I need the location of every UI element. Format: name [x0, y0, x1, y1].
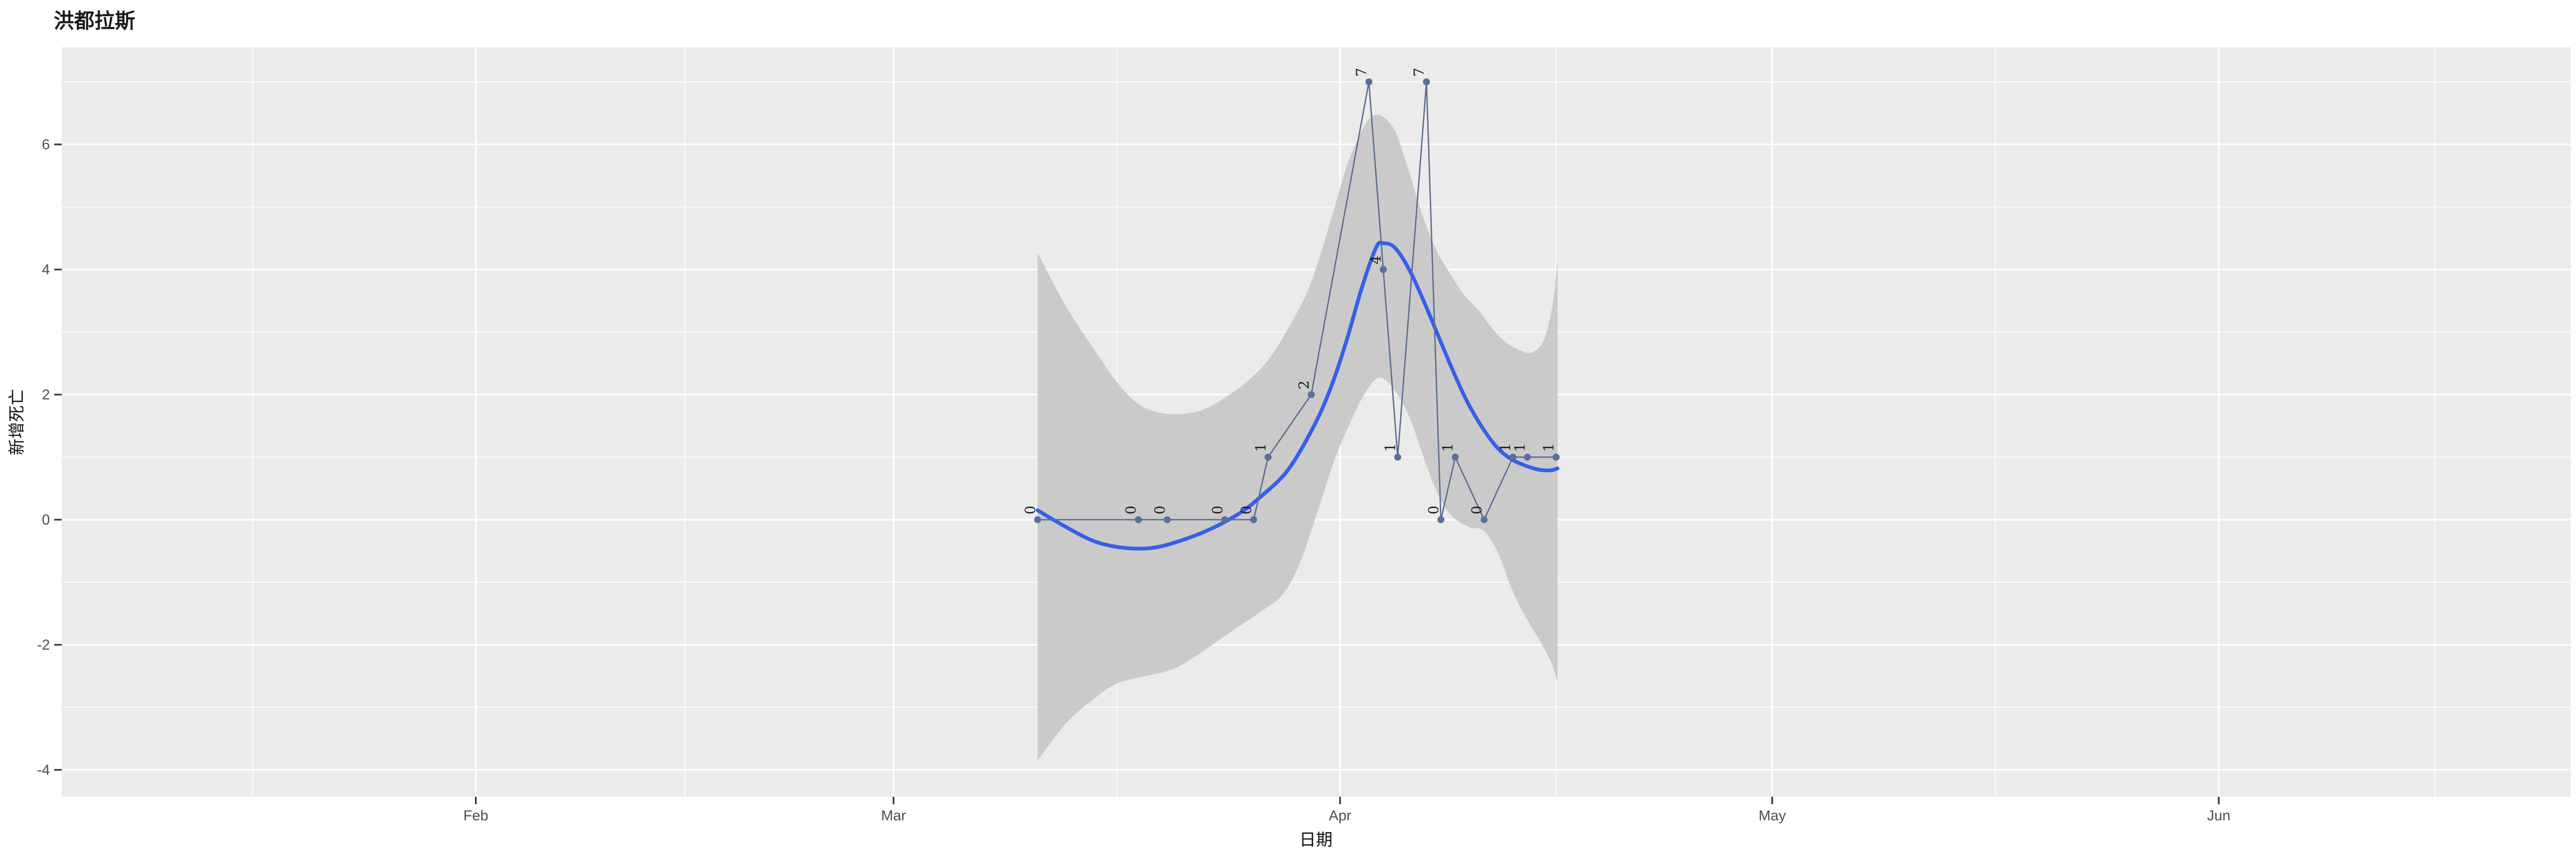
y-tick-label: 6	[42, 136, 50, 152]
data-point	[1307, 391, 1315, 398]
point-label: 1	[1440, 443, 1457, 452]
data-point	[1480, 516, 1488, 523]
data-point	[1135, 516, 1142, 523]
x-axis-title: 日期	[1299, 831, 1333, 849]
x-axis: Feb Mar Apr May Jun	[463, 797, 2230, 824]
data-point	[1221, 516, 1228, 523]
data-point	[1524, 454, 1531, 461]
y-axis: 6 4 2 0 -2 -4	[37, 136, 62, 778]
y-tick-label: -4	[37, 762, 50, 778]
x-tick-label: Jun	[2207, 807, 2230, 824]
point-label: 0	[1210, 506, 1226, 515]
data-point	[1365, 78, 1373, 85]
data-point	[1250, 516, 1257, 523]
smooth-trend-line	[1035, 241, 1560, 551]
data-point	[1034, 516, 1041, 523]
point-label: 1	[1512, 443, 1528, 452]
point-label: 1	[1498, 443, 1514, 452]
point-label: 0	[1152, 506, 1168, 515]
point-label: 1	[1382, 443, 1399, 452]
point-label: 0	[1426, 506, 1442, 515]
data-point	[1380, 266, 1387, 273]
data-point	[1452, 454, 1459, 461]
data-point	[1394, 454, 1401, 461]
y-tick-label: 0	[42, 512, 50, 528]
point-label: 0	[1123, 506, 1139, 515]
data-point	[1437, 516, 1445, 523]
point-label: 1	[1253, 443, 1269, 452]
data-point	[1423, 78, 1430, 85]
point-label: 7	[1354, 68, 1370, 77]
x-tick-label: Feb	[463, 807, 488, 824]
point-label: 4	[1368, 256, 1385, 265]
data-point	[1509, 454, 1517, 461]
point-label: 1	[1541, 443, 1557, 452]
x-tick-label: May	[1759, 807, 1787, 824]
data-point	[1553, 454, 1560, 461]
data-points	[1034, 78, 1560, 523]
data-point	[1163, 516, 1171, 523]
point-label: 7	[1411, 68, 1428, 77]
point-label: 2	[1296, 381, 1312, 390]
y-tick-label: -2	[37, 637, 50, 653]
x-tick-label: Apr	[1329, 807, 1351, 824]
point-label: 0	[1469, 506, 1485, 515]
x-tick-label: Mar	[881, 807, 906, 824]
y-axis-title: 新增死亡	[8, 389, 26, 455]
data-point	[1264, 454, 1272, 461]
point-label: 0	[1022, 506, 1038, 515]
point-label: 0	[1239, 506, 1255, 515]
chart-title: 洪都拉斯	[54, 10, 135, 33]
confidence-ribbon	[1037, 114, 1558, 761]
y-tick-label: 4	[42, 261, 50, 278]
y-tick-label: 2	[42, 387, 50, 403]
